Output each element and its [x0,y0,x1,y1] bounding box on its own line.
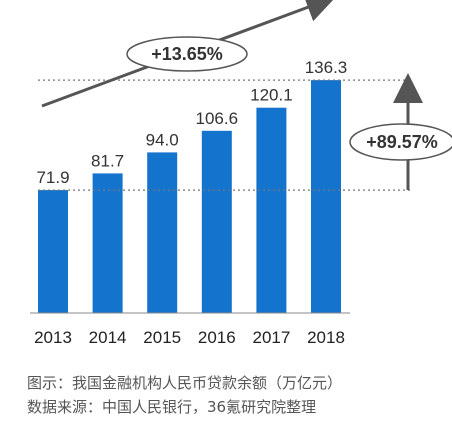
value-labels-layer: 71.9 81.7 94.0 106.6 120.1 136.3 [36,58,347,187]
value-label-2017: 120.1 [250,86,293,105]
total-growth-label: +89.57% [366,132,438,152]
x-tick-2014: 2014 [89,328,127,347]
bar-2015 [147,152,178,313]
data-source: 数据来源：中国人民银行，36氪研究院整理 [27,398,317,416]
bar-2013 [38,190,68,313]
value-label-2013: 71.9 [36,168,69,187]
annotations-layer: +13.65% +89.57% [38,0,452,191]
value-label-2014: 81.7 [91,151,124,170]
bar-2016 [201,130,232,313]
x-axis-ticks-layer: 2013 2014 2015 2016 2017 2018 [34,328,345,347]
chart-caption: 图示：我国金融机构人民币贷款余额（万亿元） [27,374,343,392]
value-label-2016: 106.6 [196,109,239,128]
trend-growth-ellipse [126,36,248,72]
trend-growth-label: +13.65% [151,44,223,64]
bar-2014 [92,173,123,313]
value-label-2018: 136.3 [305,58,348,77]
bar-2018 [311,80,341,313]
bars-layer [30,80,350,314]
total-growth-ellipse [349,123,452,161]
value-label-2015: 94.0 [146,130,179,149]
x-tick-2017: 2017 [252,328,290,347]
x-tick-2015: 2015 [143,328,181,347]
x-tick-2018: 2018 [307,328,345,347]
x-tick-2013: 2013 [34,328,72,347]
x-tick-2016: 2016 [198,328,236,347]
bar-2017 [256,107,287,313]
